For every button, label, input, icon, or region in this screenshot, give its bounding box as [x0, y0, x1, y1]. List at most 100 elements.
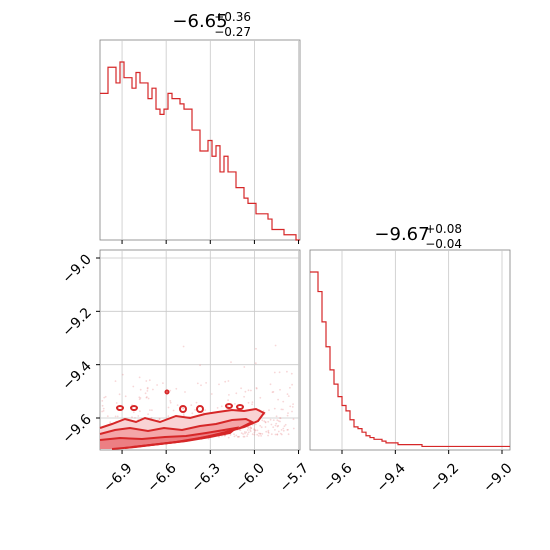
contour-fill-inner: [100, 428, 236, 449]
scatter-point: [176, 404, 179, 406]
scatter-point: [182, 413, 185, 416]
histogram-panel-1: −6.65 +0.36 −0.27: [99, 10, 301, 244]
scatter-point: [145, 380, 148, 382]
scatter-point: [190, 404, 193, 406]
scatter-point: [264, 426, 267, 428]
scatter-point: [267, 432, 270, 434]
joint-xtick-label-4: −5.7: [277, 460, 312, 495]
scatter-point: [104, 395, 107, 398]
scatter-point: [102, 407, 105, 410]
scatter-point: [291, 410, 293, 413]
contour-island-1: [116, 405, 125, 411]
scatter-point: [167, 406, 170, 409]
scatter-point: [283, 425, 286, 428]
scatter-point: [250, 389, 252, 392]
scatter-point: [274, 344, 277, 347]
scatter-point: [255, 387, 258, 390]
scatter-point: [147, 397, 150, 400]
scatter-point: [273, 407, 276, 410]
scatter-point: [244, 432, 246, 435]
scatter-point: [279, 417, 281, 419]
contour-island-4: [196, 405, 205, 413]
scatter-point: [243, 395, 246, 398]
scatter-point: [291, 406, 294, 408]
scatter-point: [149, 409, 151, 411]
hist2-xtick-label-3: −9.0: [480, 460, 515, 495]
scatter-point: [274, 433, 277, 436]
scatter-point: [230, 361, 232, 363]
contour-line-inner: [99, 426, 240, 448]
scatter-point: [202, 411, 205, 414]
scatter-point: [267, 420, 270, 423]
scatter-point: [253, 433, 256, 436]
scatter-point: [146, 387, 149, 390]
scatter-point: [145, 396, 148, 399]
scatter-point: [194, 409, 197, 411]
scatter-point: [247, 427, 250, 429]
scatter-point: [109, 421, 112, 424]
scatter-point: [137, 415, 140, 417]
scatter-point: [265, 430, 268, 433]
scatter-point: [267, 429, 270, 432]
scatter-point: [276, 419, 279, 422]
scatter-point: [218, 436, 220, 438]
scatter-point: [289, 386, 291, 389]
scatter-point: [204, 409, 207, 411]
scatter-point: [280, 408, 283, 411]
scatter-point: [292, 418, 295, 421]
scatter-point: [254, 423, 257, 426]
histogram-2-ticks: −9.6 −9.4 −9.2 −9.0: [320, 450, 516, 496]
scatter-point: [227, 399, 230, 402]
scatter-point: [277, 430, 280, 433]
scatter-point: [121, 373, 124, 376]
scatter-point: [260, 426, 263, 429]
histogram-1-title-upper: +0.36: [214, 10, 251, 24]
histogram-2-title-upper: +0.08: [425, 222, 462, 236]
scatter-point: [289, 405, 292, 408]
scatter-point: [228, 394, 230, 396]
scatter-point: [235, 392, 238, 395]
scatter-point: [158, 418, 161, 420]
scatter-point: [262, 410, 265, 412]
scatter-point: [132, 385, 135, 388]
scatter-point: [227, 436, 230, 439]
scatter-point: [169, 389, 172, 392]
scatter-point: [139, 410, 141, 413]
scatter-point: [254, 362, 257, 365]
scatter-point: [124, 395, 127, 398]
scatter-point: [103, 396, 106, 399]
scatter-point: [264, 421, 267, 423]
scatter-point: [259, 396, 262, 399]
scatter-point: [220, 405, 223, 408]
scatter-point: [261, 419, 264, 422]
scatter-point: [290, 372, 293, 375]
scatter-point: [254, 429, 257, 431]
joint-xtick-label-2: −6.3: [189, 460, 224, 495]
scatter-point: [255, 347, 257, 350]
scatter-point: [286, 393, 289, 395]
scatter-point: [259, 432, 261, 435]
scatter-point: [132, 411, 135, 414]
scatter-point: [246, 433, 249, 436]
scatter-point: [270, 423, 273, 426]
scatter-point: [114, 380, 117, 382]
scatter-point: [249, 430, 252, 433]
scatter-point: [134, 417, 136, 419]
scatter-point: [144, 392, 147, 395]
scatter-point: [267, 431, 270, 433]
scatter-point: [292, 403, 294, 405]
histogram-1-title: −6.65: [172, 11, 227, 32]
hist2-xtick-label-0: −9.6: [320, 460, 355, 495]
scatter-point: [286, 414, 289, 417]
scatter-point: [275, 415, 278, 418]
hist2-xtick-label-1: −9.4: [374, 460, 409, 495]
scatter-point: [229, 434, 232, 436]
scatter-point: [182, 345, 185, 348]
scatter-point: [150, 416, 153, 419]
scatter-point: [247, 389, 250, 392]
histogram-2-series: [310, 271, 510, 448]
scatter-point: [280, 433, 283, 436]
scatter-point: [277, 420, 280, 422]
histogram-1-series: [100, 61, 300, 241]
